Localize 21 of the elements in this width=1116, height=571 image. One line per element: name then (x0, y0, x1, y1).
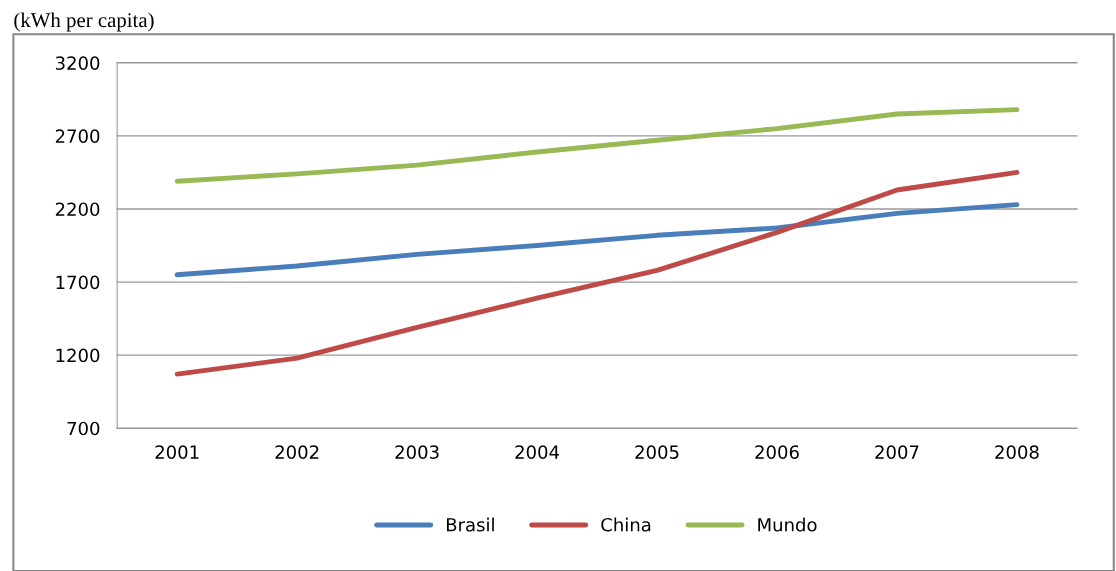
y-tick-label: 1700 (56, 275, 100, 290)
line-series (174, 170, 1020, 377)
chart-title: (kWh per capita) (14, 12, 154, 32)
x-tick-label: 2005 (635, 445, 679, 459)
y-tick-label: 2700 (55, 129, 100, 144)
x-tick-label: 2002 (275, 445, 319, 459)
x-tick-label: 2007 (875, 445, 919, 459)
legend-label: Brasil (446, 517, 494, 532)
line-series (174, 202, 1020, 278)
x-tick-label: 2006 (755, 445, 799, 459)
x-tick-label: 2001 (155, 445, 199, 459)
x-tick-label: 2004 (515, 445, 560, 459)
legend-label: Mundo (758, 517, 817, 532)
y-tick-label: 1200 (56, 348, 100, 363)
x-tick-label: 2003 (395, 445, 439, 459)
legend-label: China (601, 517, 651, 532)
x-tick-label: 2008 (995, 445, 1039, 459)
y-tick-label: 3200 (55, 56, 100, 70)
line-series (174, 107, 1020, 184)
y-tick-label: 2200 (55, 202, 100, 217)
y-tick-label: 700 (67, 421, 100, 436)
